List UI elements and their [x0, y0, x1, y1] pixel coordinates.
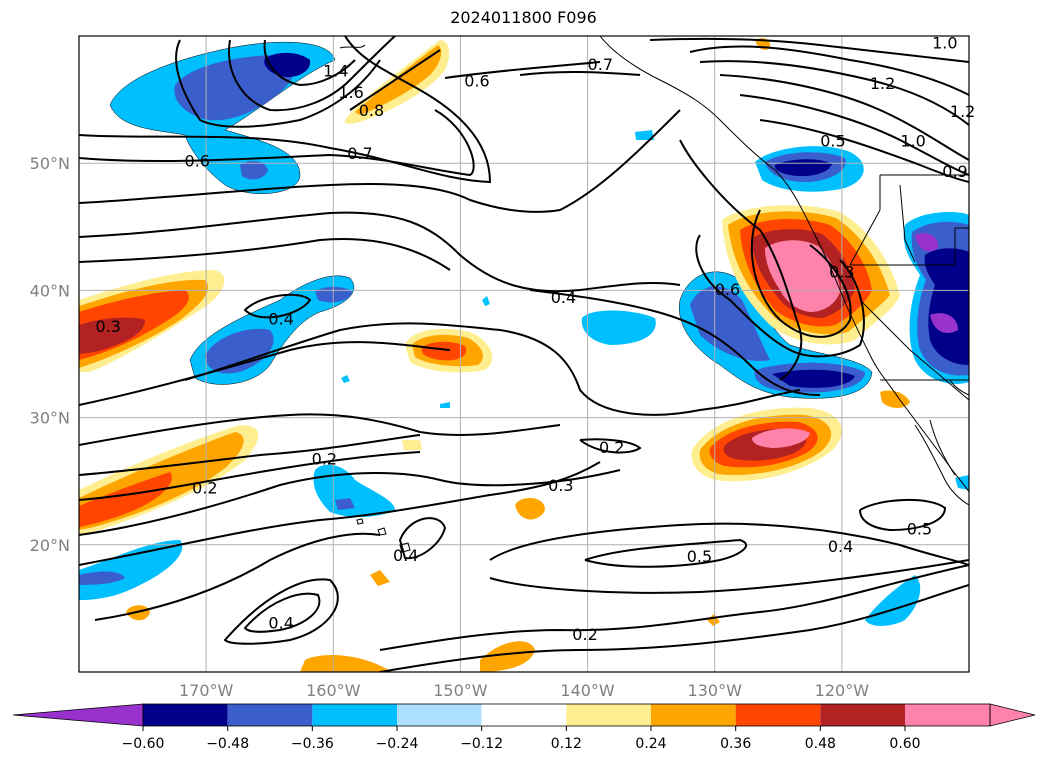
colorbar-cell: [735, 704, 821, 726]
lon-tick-label: 130°W: [688, 681, 743, 700]
colorbar-tick-label: −0.24: [376, 736, 419, 752]
map-title: 2024011800 F096: [450, 8, 597, 27]
colorbar-cell: [397, 704, 482, 726]
latitude-tick-labels: 50°N 40°N 30°N 20°N: [30, 154, 70, 555]
contour-label: 1.2: [870, 74, 895, 93]
colorbar-tick-label: 0.24: [635, 736, 666, 752]
contour-label: 0.2: [312, 449, 337, 468]
map-gridlines: [79, 36, 969, 672]
lon-tick-label: 140°W: [560, 681, 615, 700]
contour-label: 0.8: [359, 101, 384, 120]
colorbar-tick-label: −0.48: [206, 736, 249, 752]
colorbar-tick-label: −0.12: [460, 736, 503, 752]
colorbar-extend-low: [12, 703, 144, 727]
contour-label: 0.5: [687, 547, 712, 566]
colorbar-cell: [312, 704, 397, 726]
colorbar-tick-label: 0.60: [889, 736, 920, 752]
contour-label: 1.0: [900, 131, 925, 150]
contour-label: 0.4: [268, 309, 293, 328]
colorbar-tick-label: 0.48: [805, 736, 836, 752]
contour-labels: 0.6 1.0 1.2 1.0 0.5 0.9 1.2 0.7 1.4 1.60.8 0.6 0.7 0…: [96, 33, 976, 644]
contour-label: 0.3: [548, 476, 573, 495]
colorbar-tick-label: −0.60: [122, 736, 165, 752]
contour-label: 1.6: [338, 83, 363, 102]
lon-tick-label: 150°W: [433, 681, 488, 700]
colorbar-cell: [820, 704, 905, 726]
contour-label: 0.2: [572, 625, 597, 644]
contour-label: 1.0: [932, 33, 957, 52]
contour-label: 0.7: [588, 55, 613, 74]
contour-label: 0.4: [551, 288, 576, 307]
contour-label: 0.3: [96, 317, 121, 336]
map-frame: [78, 35, 970, 673]
contour-label: 0.2: [599, 438, 624, 457]
colorbar-cell: [905, 704, 990, 726]
colorbar-cell: [651, 704, 736, 726]
contour-label: 0.6: [464, 72, 489, 91]
lon-tick-label: 160°W: [306, 681, 361, 700]
contour-label: 0.2: [192, 479, 217, 498]
colorbar-extend-high: [989, 703, 1036, 727]
colorbar-cell: [566, 704, 651, 726]
contour-label: 0.4: [828, 537, 853, 556]
contour-label: 0.6: [715, 280, 740, 299]
contour-label: 0.5: [907, 519, 932, 538]
colorbar: −0.60 −0.48 −0.36 −0.24 −0.12 0.12 0.24 0.36 0.4…: [12, 703, 1036, 752]
contour-label: 0.5: [820, 131, 845, 150]
contour-label: 0.6: [185, 152, 210, 171]
contour-label: 1.2: [950, 102, 975, 121]
lat-tick-label: 40°N: [30, 281, 70, 300]
anomaly-shading: [79, 38, 969, 672]
contour-label: 0.9: [942, 162, 967, 181]
coastlines: [339, 36, 969, 553]
contour-label: 0.3: [829, 262, 854, 281]
contour-label: 0.7: [347, 144, 372, 163]
lon-tick-label: 170°W: [179, 681, 234, 700]
contour-label: 1.4: [323, 61, 348, 80]
colorbar-tick-label: 0.36: [720, 736, 751, 752]
longitude-tick-labels: 170°W 160°W 150°W 140°W 130°W 120°W: [179, 681, 869, 700]
lat-tick-label: 50°N: [30, 154, 70, 173]
colorbar-cell: [143, 704, 228, 726]
contour-label: 0.4: [393, 546, 418, 565]
colorbar-cell: [227, 704, 313, 726]
contour-lines: [79, 36, 969, 672]
lat-tick-label: 20°N: [30, 536, 70, 555]
colorbar-tick-label: 0.12: [551, 736, 582, 752]
colorbar-cell: [481, 704, 567, 726]
colorbar-tick-label: −0.36: [291, 736, 334, 752]
lat-tick-label: 30°N: [30, 409, 70, 428]
lon-tick-label: 120°W: [815, 681, 870, 700]
contour-label: 0.4: [268, 613, 293, 632]
